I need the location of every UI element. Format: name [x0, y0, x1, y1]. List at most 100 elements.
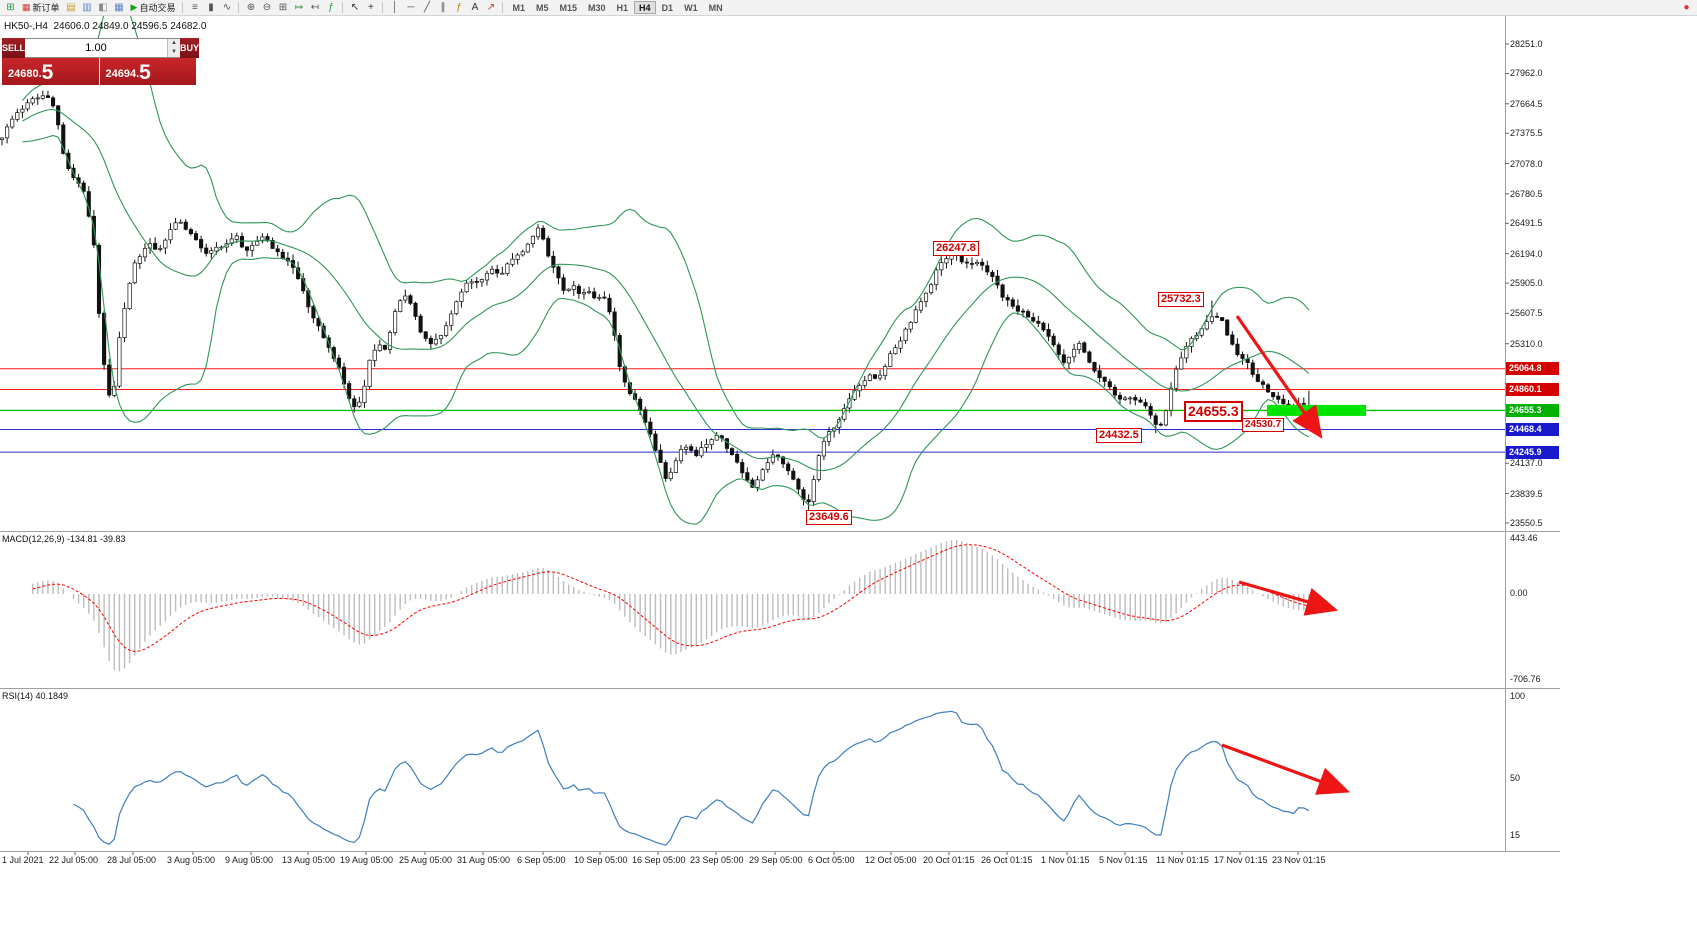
text-label-icon[interactable]: A: [471, 1, 479, 13]
line-chart-icon[interactable]: ∿: [222, 1, 232, 13]
rsi-axis-label: 15: [1510, 830, 1521, 841]
data-window-icon[interactable]: ▥: [82, 1, 92, 13]
time-axis-label: 31 Aug 05:00: [457, 855, 511, 865]
tile-windows-icon[interactable]: ⊞: [278, 1, 288, 13]
record-icon[interactable]: ●: [1683, 1, 1690, 13]
macd-axis-label: 443.46: [1510, 533, 1538, 543]
price-trend-arrow[interactable]: [1235, 315, 1323, 439]
price-annotation[interactable]: 23649.6: [806, 510, 852, 526]
equidistant-channel-icon[interactable]: ∥: [440, 1, 446, 13]
toolbar-separator: [182, 2, 184, 13]
price-axis-tick: 25905.0: [1510, 278, 1543, 289]
price-annotation[interactable]: 24432.5: [1096, 428, 1142, 444]
price-axis-tag: 24468.4: [1506, 422, 1559, 436]
new-order-button-label: 新订单: [32, 3, 60, 13]
time-axis-label: 22 Jul 05:00: [49, 855, 99, 865]
volume-decrease-button[interactable]: ▼: [168, 48, 181, 57]
arrow-object-icon[interactable]: ↗: [486, 1, 496, 13]
time-axis-label: 9 Aug 05:00: [225, 855, 274, 865]
price-axis-tick: 26780.5: [1510, 188, 1543, 199]
autotrading-button[interactable]: ▶ 自动交易: [128, 1, 179, 14]
macd-trend-arrow[interactable]: [1238, 580, 1339, 616]
zoom-out-icon[interactable]: ⊖: [262, 1, 272, 13]
bar-chart-icon[interactable]: ≡: [192, 1, 198, 13]
fibonacci-icon[interactable]: ƒ: [456, 1, 462, 13]
time-axis-label: 20 Oct 01:15: [923, 855, 975, 865]
cursor-icon[interactable]: ↖: [350, 1, 360, 13]
sell-price-big: 5: [41, 61, 54, 84]
toolbar-separator: [238, 2, 240, 13]
price-axis-tick: 23839.5: [1510, 488, 1543, 499]
macd-axis-label: -706.76: [1510, 674, 1541, 684]
timeframe-m30-button[interactable]: M30: [588, 3, 606, 13]
sell-price[interactable]: 24680. 5: [2, 58, 99, 85]
rsi-axis-label: 50: [1510, 773, 1521, 783]
price-axis-tag: 24245.9: [1506, 445, 1559, 459]
price-axis-tick: 27962.0: [1510, 68, 1543, 79]
trendline-icon[interactable]: ╱: [423, 1, 430, 13]
sell-button[interactable]: SELL: [2, 38, 26, 58]
price-annotation[interactable]: 25732.3: [1158, 292, 1204, 308]
terminal-icon[interactable]: ▦: [114, 1, 124, 13]
rsi-indicator-label: RSI(14) 40.1849: [2, 691, 69, 701]
market-watch-icon[interactable]: ▤: [66, 1, 76, 13]
time-axis-label: 13 Aug 05:00: [282, 855, 336, 865]
timeframe-d1-button[interactable]: D1: [661, 3, 674, 13]
price-axis-tick: 23550.5: [1510, 518, 1543, 528]
time-axis-label: 6 Oct 05:00: [808, 855, 855, 865]
price-axis-tick: 28251.0: [1510, 39, 1543, 49]
new-order-button[interactable]: ▦ 新订单: [19, 1, 63, 14]
buy-price[interactable]: 24694. 5: [99, 58, 196, 85]
macd-axis-label: 0.00: [1510, 588, 1528, 598]
time-axis-label: 5 Nov 01:15: [1099, 855, 1148, 865]
time-axis-label: 12 Oct 05:00: [865, 855, 917, 865]
time-axis-label: 6 Sep 05:00: [517, 855, 566, 865]
timeframe-h1-button[interactable]: H1: [616, 3, 629, 13]
timeframe-m5-button[interactable]: M5: [535, 3, 549, 13]
price-axis-tag: 25064.8: [1506, 362, 1559, 376]
price-annotation[interactable]: 24655.3: [1184, 401, 1243, 422]
time-axis-label: 10 Sep 05:00: [574, 855, 628, 865]
volume-increase-button[interactable]: ▲: [168, 39, 181, 48]
price-axis-tick: 27375.5: [1510, 128, 1543, 139]
price-annotation[interactable]: 24530.7: [1242, 418, 1285, 432]
volume-box: ▲ ▼: [25, 38, 181, 58]
autotrading-button-icon: ▶: [130, 2, 138, 12]
auto-scroll-icon[interactable]: ↦: [294, 1, 304, 13]
time-axis-label: 1 Nov 01:15: [1041, 855, 1090, 865]
macd-indicator-label: MACD(12,26,9) -134.81 -39.83: [2, 534, 126, 544]
timeframe-m1-button[interactable]: M1: [512, 3, 525, 13]
toolbar-separator: [502, 2, 504, 13]
volume-input[interactable]: [25, 39, 168, 57]
crosshair-icon[interactable]: +: [368, 1, 374, 13]
time-axis-label: 16 Sep 05:00: [632, 855, 686, 865]
toolbar-separator: [382, 2, 384, 13]
vertical-line-icon[interactable]: │: [391, 1, 399, 13]
time-axis-label: 26 Oct 01:15: [981, 855, 1033, 865]
timeframe-h4-button[interactable]: H4: [634, 1, 656, 14]
autotrading-button-label: 自动交易: [139, 3, 176, 13]
candlestick-chart-icon[interactable]: ▮: [208, 1, 214, 13]
price-axis-tick: 27664.5: [1510, 98, 1543, 109]
timeframe-w1-button[interactable]: W1: [684, 3, 698, 13]
new-chart-icon[interactable]: ⊞: [6, 1, 15, 13]
timeframe-mn-button[interactable]: MN: [708, 3, 723, 13]
chart-canvas[interactable]: [0, 0, 1560, 937]
time-axis-label: 3 Aug 05:00: [167, 855, 216, 865]
navigator-icon[interactable]: ◧: [98, 1, 108, 13]
buy-button[interactable]: BUY: [180, 38, 200, 58]
price-axis-tag: 24860.1: [1506, 383, 1559, 397]
price-axis-tick: 26194.0: [1510, 248, 1543, 259]
timeframe-m15-button[interactable]: M15: [559, 3, 578, 13]
price-axis-tick: 25607.5: [1510, 308, 1543, 319]
horizontal-line-icon[interactable]: ─: [407, 1, 415, 13]
indicators-icon[interactable]: ƒ: [328, 1, 334, 13]
price-annotation[interactable]: 26247.8: [933, 241, 979, 257]
rsi-axis-label: 100: [1510, 691, 1526, 701]
time-axis-label: 25 Aug 05:00: [399, 855, 453, 865]
rsi-trend-arrow[interactable]: [1221, 743, 1351, 795]
time-axis-label: 23 Sep 05:00: [690, 855, 744, 865]
time-axis-label: 1 Jul 2021: [2, 855, 44, 865]
chart-shift-icon[interactable]: ↤: [310, 1, 320, 13]
zoom-in-icon[interactable]: ⊕: [246, 1, 256, 13]
